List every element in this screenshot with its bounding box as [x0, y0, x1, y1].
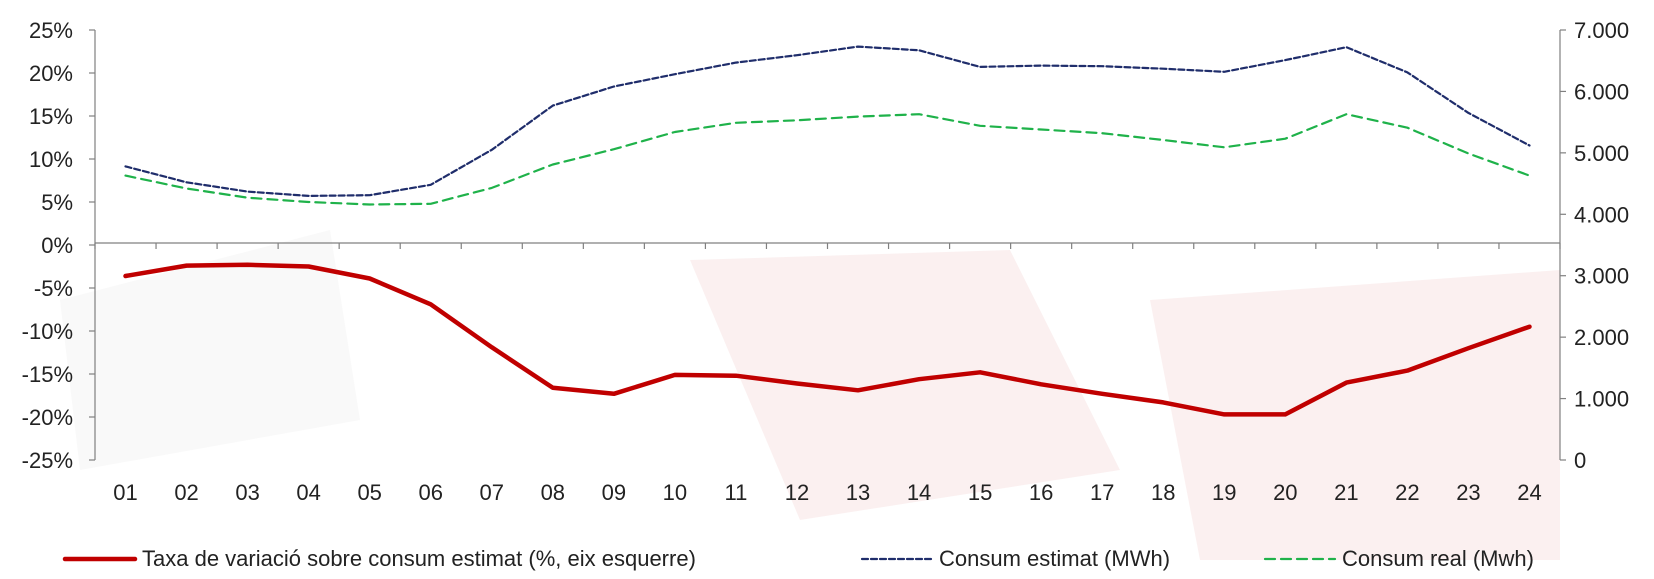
series-line [123, 262, 1532, 417]
left-tick-label: 5% [41, 190, 73, 215]
left-tick-label: -10% [22, 319, 73, 344]
watermark-shape [60, 230, 360, 470]
x-tick-label: 06 [418, 480, 442, 505]
x-tick-label: 16 [1029, 480, 1053, 505]
x-tick-label: 08 [541, 480, 565, 505]
right-tick-label: 3.000 [1574, 264, 1629, 289]
x-tick-label: 10 [663, 480, 687, 505]
series-layer [123, 45, 1532, 417]
right-tick-label: 6.000 [1574, 79, 1629, 104]
left-tick-label: 20% [29, 61, 73, 86]
x-tick-label: 22 [1395, 480, 1419, 505]
left-tick-label: 25% [29, 18, 73, 43]
series-line [124, 113, 1531, 206]
x-tick-label: 09 [602, 480, 626, 505]
x-tick-label: 15 [968, 480, 992, 505]
right-tick-label: 1.000 [1574, 387, 1629, 412]
series-line [124, 45, 1531, 197]
watermark-shape [1150, 270, 1560, 560]
x-tick-label: 12 [785, 480, 809, 505]
right-tick-label: 2.000 [1574, 325, 1629, 350]
x-tick-label: 24 [1517, 480, 1541, 505]
legend-label: Consum estimat (MWh) [939, 546, 1170, 571]
right-tick-label: 5.000 [1574, 141, 1629, 166]
left-tick-label: -5% [34, 276, 73, 301]
x-tick-label: 03 [235, 480, 259, 505]
left-tick-label: -15% [22, 362, 73, 387]
x-tick-label: 21 [1334, 480, 1358, 505]
right-axis-ticks: 7.000 6.000 5.000 4.000 3.000 2.000 1.000 0 [1560, 18, 1629, 473]
x-tick-label: 02 [174, 480, 198, 505]
x-axis-ticks: 01 02 03 04 05 06 07 08 09 10 11 12 13 14 15 16 17 18 19 20… [94, 243, 1561, 505]
legend-label: Taxa de variació sobre consum estimat (%… [142, 546, 696, 571]
left-axis-ticks: 25% 20% 15% 10% 5% 0% -5% -10% -15% -20% -25% [22, 18, 95, 473]
legend-label: Consum real (Mwh) [1342, 546, 1534, 571]
right-tick-label: 0 [1574, 448, 1586, 473]
right-tick-label: 4.000 [1574, 202, 1629, 227]
background-watermark [60, 230, 1560, 560]
left-tick-label: 0% [41, 233, 73, 258]
x-tick-label: 14 [907, 480, 931, 505]
x-tick-label: 05 [357, 480, 381, 505]
right-tick-label: 7.000 [1574, 18, 1629, 43]
x-tick-label: 17 [1090, 480, 1114, 505]
x-tick-label: 04 [296, 480, 320, 505]
left-tick-label: -20% [22, 405, 73, 430]
x-tick-label: 11 [725, 480, 748, 505]
x-tick-label: 01 [113, 480, 137, 505]
x-tick-label: 18 [1151, 480, 1175, 505]
x-tick-label: 13 [846, 480, 870, 505]
left-tick-label: -25% [22, 448, 73, 473]
legend: Taxa de variació sobre consum estimat (%… [62, 546, 1534, 571]
left-tick-label: 15% [29, 104, 73, 129]
left-tick-label: 10% [29, 147, 73, 172]
x-tick-label: 20 [1273, 480, 1297, 505]
x-tick-label: 07 [480, 480, 504, 505]
x-tick-label: 19 [1212, 480, 1236, 505]
x-tick-label: 23 [1456, 480, 1480, 505]
watermark-shape [690, 250, 1120, 520]
